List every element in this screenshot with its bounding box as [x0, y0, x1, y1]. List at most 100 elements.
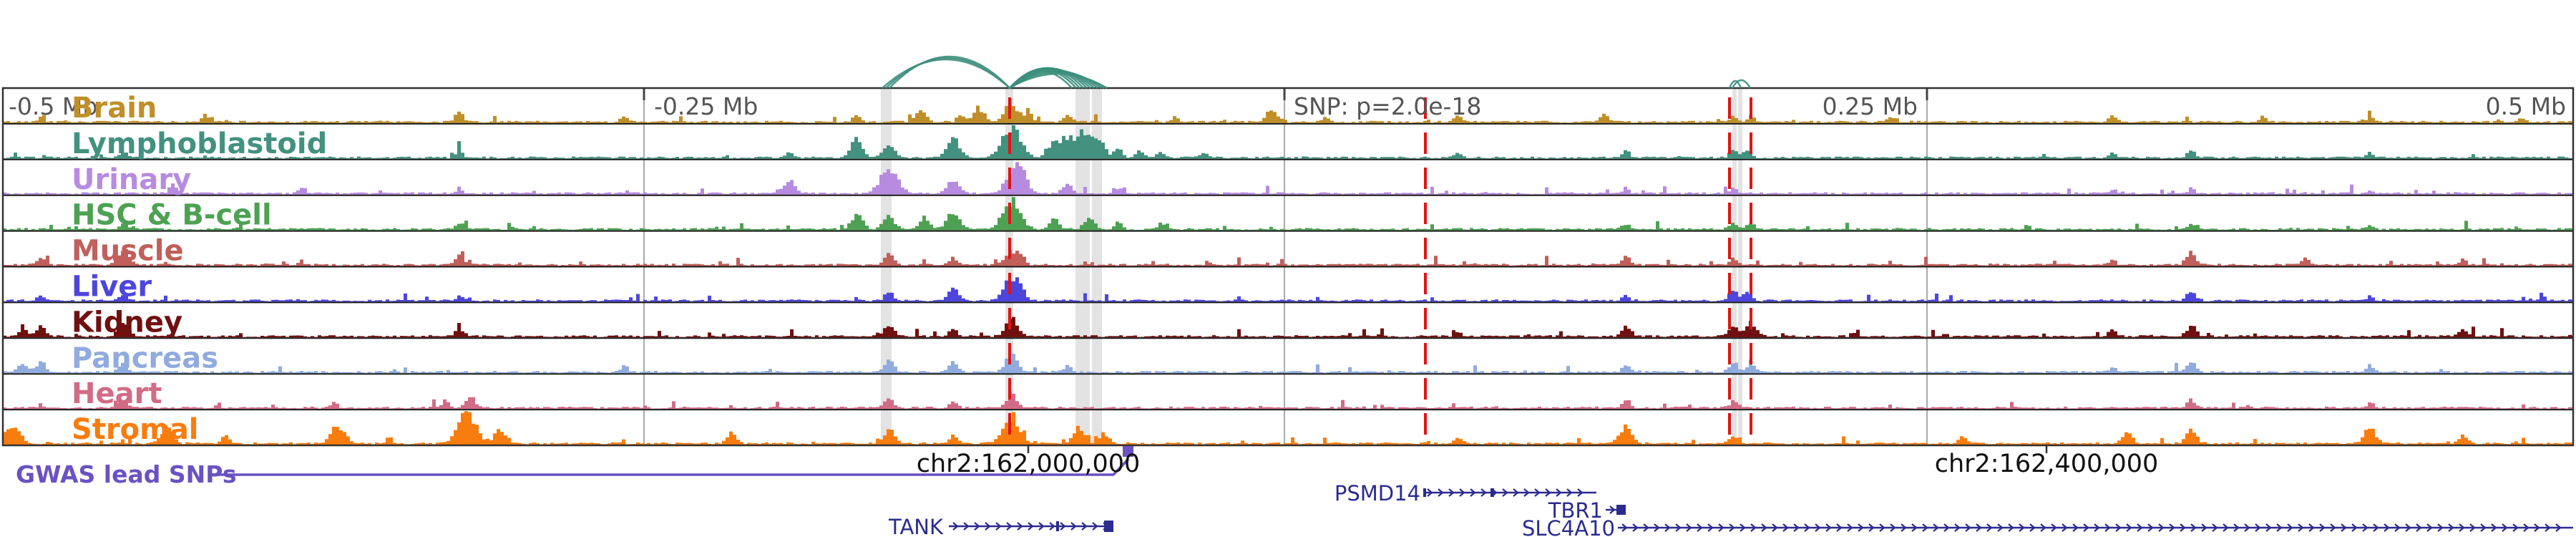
gene-strand-arrow: [952, 522, 959, 531]
axis-label-0-25mb: 0.25 Mb: [1823, 92, 1918, 120]
gene-strand-arrow: [2276, 523, 2283, 532]
coordinate-label-162000000: chr2:162,000,000: [917, 450, 1141, 478]
snp-pvalue-label: SNP: p=2.0e-18: [1294, 92, 1481, 120]
gene-strand-arrow: [1761, 523, 1767, 532]
gene-strand-arrow: [2137, 523, 2143, 532]
signal-lymphoblastoid: [3, 125, 2573, 159]
track-label-heart: Heart: [72, 377, 162, 410]
gene-strand-arrow: [1577, 488, 1584, 497]
track-label-pancreas: Pancreas: [72, 342, 218, 374]
gene-strand-arrow: [2094, 523, 2100, 532]
gene-strand-arrow: [1954, 523, 1961, 532]
axis-label-0-5mb: 0.5 Mb: [2486, 92, 2566, 120]
gene-strand-arrow: [1922, 523, 1928, 532]
gene-strand-arrow: [2502, 523, 2508, 532]
signal-heart: [3, 392, 2573, 410]
gene-strand-arrow: [1825, 523, 1832, 532]
track-label-urinary: Urinary: [72, 163, 191, 196]
signal-brain: [3, 98, 2573, 123]
gene-strand-arrow: [2212, 523, 2218, 532]
gene-strand-arrow: [2523, 523, 2529, 532]
gene-strand-arrow: [1997, 523, 2004, 532]
gene-strand-arrow: [2373, 523, 2379, 532]
gene-strand-arrow: [2029, 523, 2036, 532]
gene-strand-arrow: [2287, 523, 2293, 532]
gene-strand-arrow: [1965, 523, 1971, 532]
gene-strand-arrow: [1729, 523, 1735, 532]
gene-strand-arrow: [1092, 522, 1098, 531]
gene-model-tank: [949, 521, 1113, 532]
gene-exon: [1491, 488, 1494, 497]
gene-model-slc4a10: [1618, 523, 2573, 532]
gene-exon: [1056, 521, 1059, 531]
gene-strand-arrow: [1028, 522, 1034, 531]
gene-label-tbr1: TBR1: [1548, 498, 1603, 523]
gene-strand-arrow: [1750, 523, 1757, 532]
gene-strand-arrow: [2330, 523, 2336, 532]
gene-strand-arrow: [2008, 523, 2014, 532]
gene-strand-arrow: [2180, 523, 2186, 532]
gene-strand-arrow: [1632, 523, 1639, 532]
gene-strand-arrow: [1427, 488, 1433, 497]
gene-strand-arrow: [2416, 523, 2422, 532]
gene-strand-arrow: [2244, 523, 2250, 532]
gene-strand-arrow: [1890, 523, 1896, 532]
gene-strand-arrow: [1070, 522, 1077, 531]
interaction-arc: [1009, 72, 1108, 90]
gene-strand-arrow: [2233, 523, 2240, 532]
gene-strand-arrow: [2308, 523, 2315, 532]
gene-strand-arrow: [2351, 523, 2358, 532]
gene-strand-arrow: [1772, 523, 1778, 532]
gene-strand-arrow: [1986, 523, 1993, 532]
gene-strand-arrow: [2469, 523, 2476, 532]
gene-strand-arrow: [1911, 523, 1918, 532]
gene-strand-arrow: [1847, 523, 1853, 532]
gene-strand-arrow: [1868, 523, 1875, 532]
gene-strand-arrow: [2158, 523, 2165, 532]
gene-exon: [1104, 521, 1113, 532]
gene-strand-arrow: [1438, 488, 1444, 497]
gene-strand-arrow: [2115, 523, 2122, 532]
gene-strand-arrow: [2169, 523, 2175, 532]
gene-strand-arrow: [1017, 522, 1023, 531]
gene-strand-arrow: [1459, 488, 1465, 497]
gene-exon: [1616, 505, 1626, 515]
gene-strand-arrow: [2019, 523, 2025, 532]
gene-label-slc4a10: SLC4A10: [1522, 516, 1615, 537]
gene-strand-arrow: [2545, 523, 2551, 532]
signal-urinary: [3, 162, 2573, 195]
gwas-pointer-line: [215, 458, 1130, 476]
gene-strand-arrow: [2126, 523, 2132, 532]
gene-strand-arrow: [1480, 488, 1487, 497]
gene-strand-arrow: [2190, 523, 2197, 532]
gene-strand-arrow: [1943, 523, 1950, 532]
signal-liver: [3, 277, 2573, 302]
track-label-brain: Brain: [72, 92, 157, 125]
gene-strand-arrow: [2384, 523, 2390, 532]
gene-strand-arrow: [1901, 523, 1907, 532]
gene-strand-arrow: [1858, 523, 1864, 532]
signal-pancreas: [3, 354, 2573, 374]
signal-kidney: [3, 316, 2573, 338]
gene-strand-arrow: [2480, 523, 2487, 532]
gene-strand-arrow: [2426, 523, 2433, 532]
signal-muscle: [3, 249, 2573, 266]
graphics-layer: [1, 55, 2575, 532]
gene-strand-arrow: [1081, 522, 1088, 531]
gene-strand-arrow: [2051, 523, 2057, 532]
gene-strand-arrow: [974, 522, 980, 531]
gene-strand-arrow: [2512, 523, 2519, 532]
track-label-lymphoblastoid: Lymphoblastoid: [72, 127, 327, 160]
gene-model-tbr1: [1606, 505, 1626, 515]
gene-strand-arrow: [1976, 523, 1982, 532]
gene-strand-arrow: [2394, 523, 2401, 532]
gene-strand-arrow: [2319, 523, 2326, 532]
gene-strand-arrow: [1534, 488, 1541, 497]
gene-strand-arrow: [1448, 488, 1455, 497]
interaction-arc: [1731, 79, 1752, 89]
gene-strand-arrow: [2459, 523, 2465, 532]
gene-strand-arrow: [1513, 488, 1519, 497]
gene-strand-arrow: [2147, 523, 2154, 532]
gene-strand-arrow: [1609, 505, 1616, 514]
track-label-hsc-b-cell: HSC & B-cell: [72, 199, 272, 232]
